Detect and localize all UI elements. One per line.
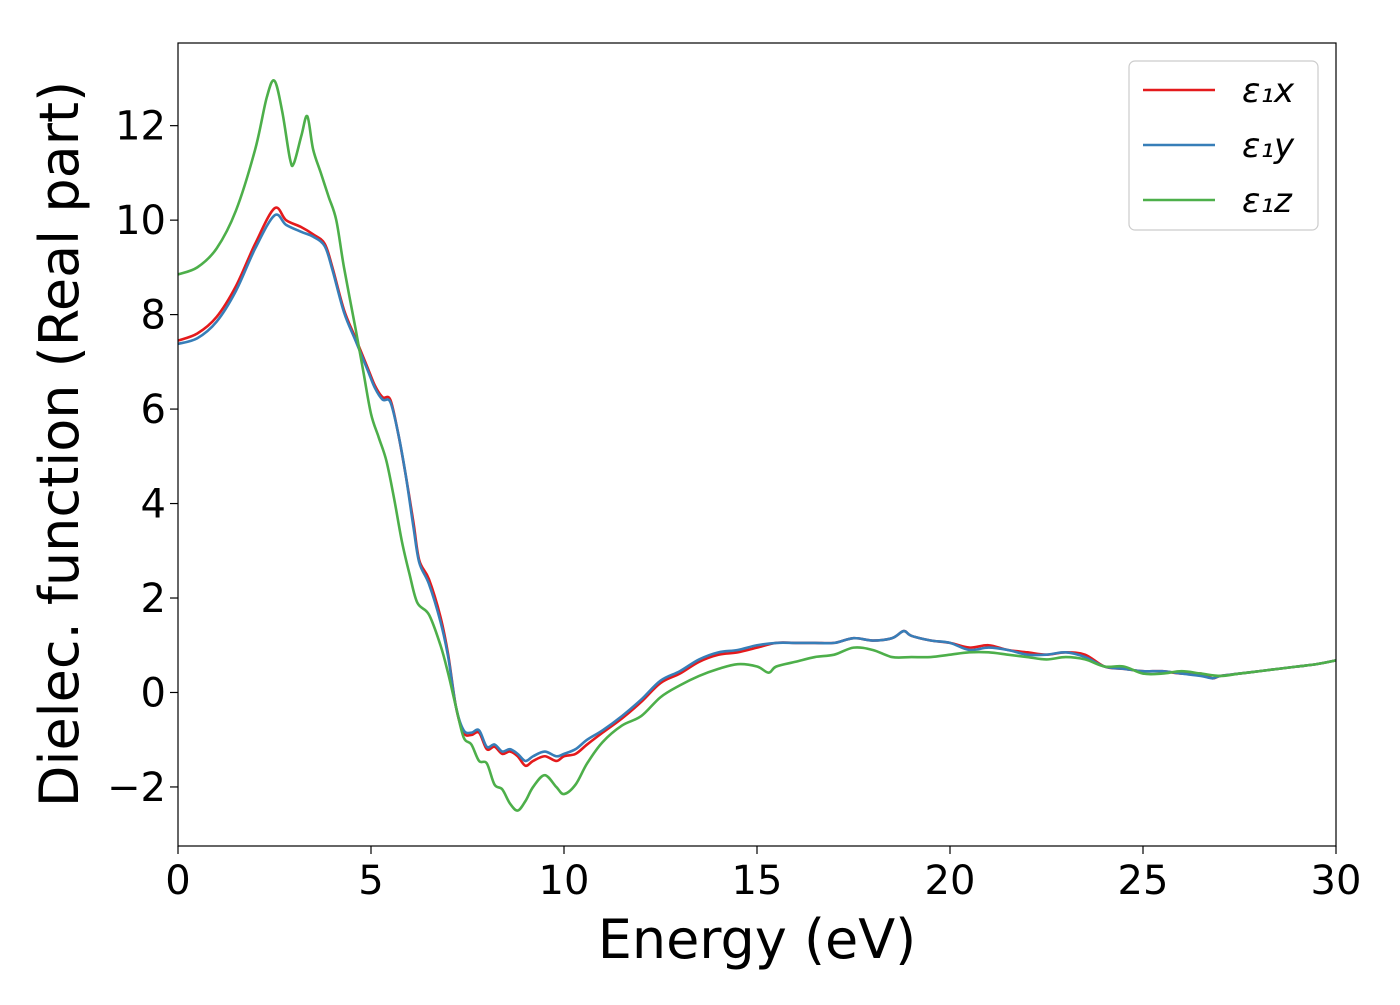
x-tick-label: 25 — [1118, 858, 1169, 904]
x-tick-label: 0 — [165, 858, 190, 904]
y-tick-label: 10 — [115, 198, 166, 244]
y-tick-label: 4 — [141, 482, 166, 528]
x-axis-title: Energy (eV) — [598, 908, 917, 971]
series-line-3 — [177, 79, 1337, 812]
legend-label-3: ε₁z — [1242, 181, 1293, 221]
x-tick-label: 5 — [358, 858, 383, 904]
x-tick-label: 15 — [732, 858, 783, 904]
x-tick-label: 30 — [1311, 858, 1362, 904]
legend-box — [1128, 60, 1319, 231]
legend-label-1: ε₁x — [1242, 71, 1295, 111]
tick-layer: 0 5 10 15 20 25 30 −2 0 2 4 6 8 10 12 — [107, 104, 1361, 904]
x-tick-label: 20 — [925, 858, 976, 904]
y-axis-title: Dielec. function (Real part) — [28, 81, 91, 807]
y-tick-label: 8 — [141, 293, 166, 339]
y-tick-label: 12 — [115, 104, 166, 150]
series-line-1 — [177, 206, 1337, 768]
y-tick-label: 6 — [141, 387, 166, 433]
series-line-2 — [177, 213, 1337, 763]
series-layer — [177, 79, 1337, 812]
y-tick-label: −2 — [107, 765, 166, 811]
legend-label-2: ε₁y — [1242, 126, 1295, 166]
x-tick-label: 10 — [539, 858, 590, 904]
y-tick-label: 2 — [141, 576, 166, 622]
legend: ε₁x ε₁y ε₁z — [1128, 60, 1319, 231]
y-tick-label: 0 — [141, 670, 166, 716]
